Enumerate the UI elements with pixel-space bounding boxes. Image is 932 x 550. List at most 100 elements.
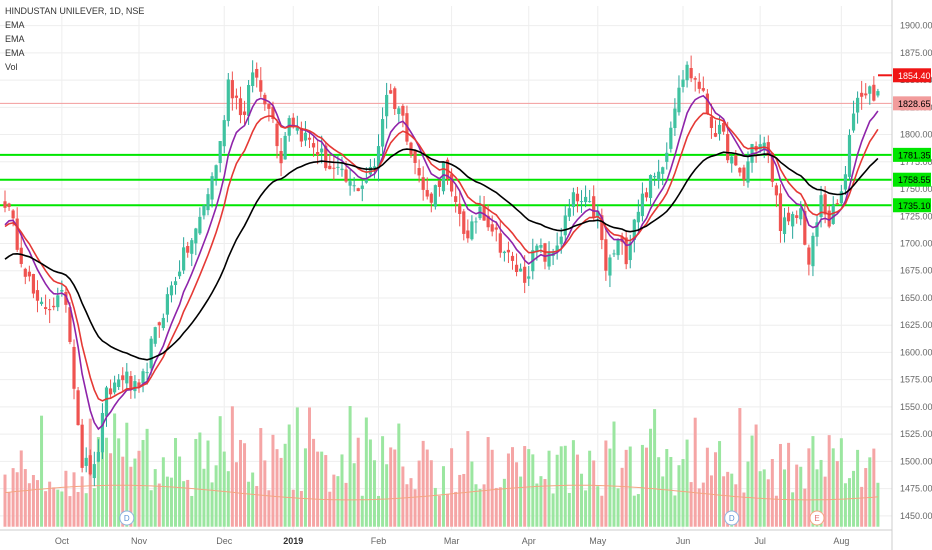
candle-body [182, 247, 186, 271]
candle-body [811, 235, 815, 267]
price-tick-label: 1500.00 [900, 456, 932, 466]
legend-ema-3[interactable]: EMA [5, 48, 25, 58]
time-axis[interactable]: Oct Nov Dec 2019 Feb Mar Apr May Jun Jul Aug [0, 529, 892, 546]
candle-body [165, 294, 169, 315]
price-level-badge[interactable] [893, 147, 931, 162]
volume-bar [616, 488, 620, 527]
volume-bar [328, 491, 332, 527]
candle-body [758, 144, 762, 150]
volume-bar [11, 468, 15, 527]
volume-bar [596, 486, 600, 527]
event-marker[interactable] [809, 510, 825, 526]
time-tick-label: 2019 [283, 536, 303, 546]
candle-body [839, 191, 843, 204]
price-tick-label: 1650.00 [900, 293, 932, 303]
volume-bar [137, 450, 141, 527]
volume-bar [303, 448, 307, 527]
price-tick-label: 1600.00 [900, 347, 932, 357]
event-marker[interactable] [119, 510, 135, 526]
volume-bar [466, 431, 470, 527]
candle-body [385, 94, 389, 117]
price-level-badge[interactable] [893, 172, 931, 187]
candle-body [421, 177, 425, 190]
volume-bar [498, 487, 502, 527]
candle-body [7, 203, 11, 207]
volume-bar [182, 481, 186, 527]
volume-bar [364, 417, 368, 527]
candle-body [303, 132, 308, 141]
volume-bar [746, 461, 750, 527]
candle-body [206, 194, 210, 211]
volume-bar [705, 447, 709, 527]
legend-volume[interactable]: Vol [5, 62, 18, 72]
candle-body [600, 215, 604, 241]
volume-bar [543, 479, 547, 527]
legend-ema-2[interactable]: EMA [5, 34, 25, 44]
volume-bar [535, 483, 539, 527]
volume-bar [669, 456, 673, 527]
volume-bar [413, 489, 417, 527]
candle-body [429, 193, 433, 203]
volume-bar [446, 493, 450, 527]
volume-bar [872, 448, 876, 527]
candle-body [559, 236, 563, 245]
volume-bar [344, 482, 348, 527]
volume-bar [105, 437, 108, 527]
candle-body [575, 193, 580, 202]
candle-body [173, 281, 178, 286]
volume-bar [190, 495, 194, 527]
candle-body [328, 165, 332, 170]
horizontal-levels[interactable] [0, 102, 892, 207]
volume-bar [738, 408, 742, 527]
price-level-badge[interactable] [893, 96, 931, 111]
volume-bar [141, 440, 145, 527]
candle-body [856, 97, 860, 113]
volume-bar [401, 466, 405, 527]
candle-body [860, 92, 864, 97]
volume-bar [701, 482, 705, 527]
volume-bar [15, 472, 19, 527]
price-tick-label: 1575.00 [900, 375, 932, 385]
chart-legend: HINDUSTAN UNILEVER, 1D, NSE EMA EMA EMA … [5, 4, 144, 74]
candle-body [125, 371, 129, 384]
candle-body [648, 175, 653, 199]
volume-bar [356, 437, 360, 527]
candle-body [604, 239, 608, 271]
volume-bar [117, 438, 121, 527]
price-level-badge[interactable] [893, 68, 931, 83]
volume-bar [665, 449, 669, 527]
symbol-title[interactable]: HINDUSTAN UNILEVER, 1D, NSE [5, 6, 145, 16]
volume-bar [84, 493, 88, 527]
candle-body [498, 233, 502, 253]
volume-bars [3, 406, 880, 527]
price-axis[interactable]: 1450.00 1475.00 1500.00 1525.00 1550.00 1575.… [891, 0, 932, 550]
price-level-badge[interactable] [893, 198, 931, 213]
time-tick-label: Mar [444, 536, 460, 546]
volume-bar [527, 449, 531, 527]
volume-bar [3, 474, 7, 527]
volume-bar [827, 435, 831, 527]
candle-body [60, 290, 64, 292]
time-tick-label: Nov [131, 536, 148, 546]
candle-body [665, 152, 669, 162]
candle-body [141, 371, 145, 384]
candle-body [730, 156, 734, 164]
legend-ema-1[interactable]: EMA [5, 20, 25, 30]
volume-bar [389, 447, 393, 527]
candle-body [214, 165, 218, 180]
candlesticks [3, 55, 880, 487]
candle-body [677, 87, 681, 113]
volume-bar [677, 465, 681, 527]
time-tick-label: Apr [522, 536, 536, 546]
candle-body [486, 215, 490, 228]
event-marker[interactable] [724, 510, 740, 526]
volume-bar [421, 440, 425, 527]
candle-body [579, 201, 584, 203]
candle-body [68, 307, 72, 342]
candle-body [827, 210, 831, 227]
volume-bar [640, 444, 644, 527]
candle-body [332, 167, 336, 169]
candle-body [27, 271, 31, 277]
